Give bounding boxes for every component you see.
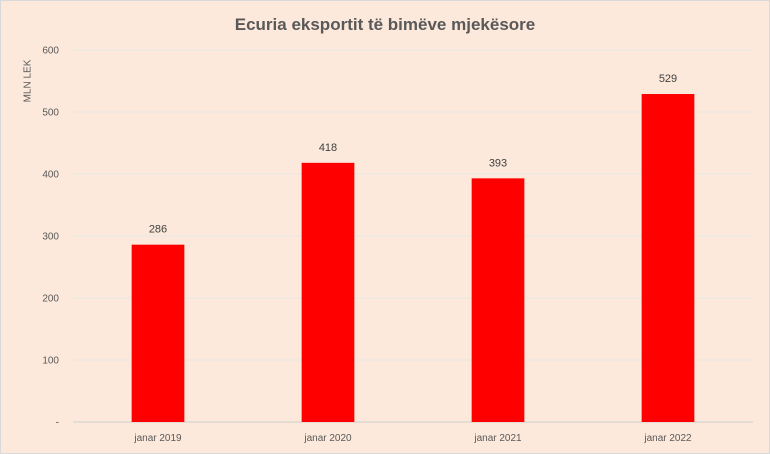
y-tick-label: 300 <box>42 232 59 243</box>
bar <box>301 162 355 422</box>
y-tick-label: 200 <box>42 294 59 305</box>
bar <box>641 94 695 423</box>
y-tick-label: 400 <box>42 170 59 181</box>
x-tick-label: janar 2019 <box>133 433 182 444</box>
data-label: 393 <box>489 157 507 169</box>
data-label: 418 <box>319 142 337 154</box>
x-tick-label: janar 2020 <box>303 433 352 444</box>
y-tick-label: 100 <box>42 356 59 367</box>
x-tick-label: janar 2021 <box>473 433 522 444</box>
chart-title: Ecuria eksportit të bimëve mjekësore <box>234 15 536 34</box>
data-label: 529 <box>659 73 677 85</box>
y-tick-label: 500 <box>42 108 59 119</box>
data-label: 286 <box>149 224 167 236</box>
bar <box>471 178 525 422</box>
y-tick-label: - <box>56 418 59 429</box>
bar <box>131 244 185 422</box>
x-tick-label: janar 2022 <box>643 433 692 444</box>
y-tick-label: 600 <box>42 46 59 57</box>
